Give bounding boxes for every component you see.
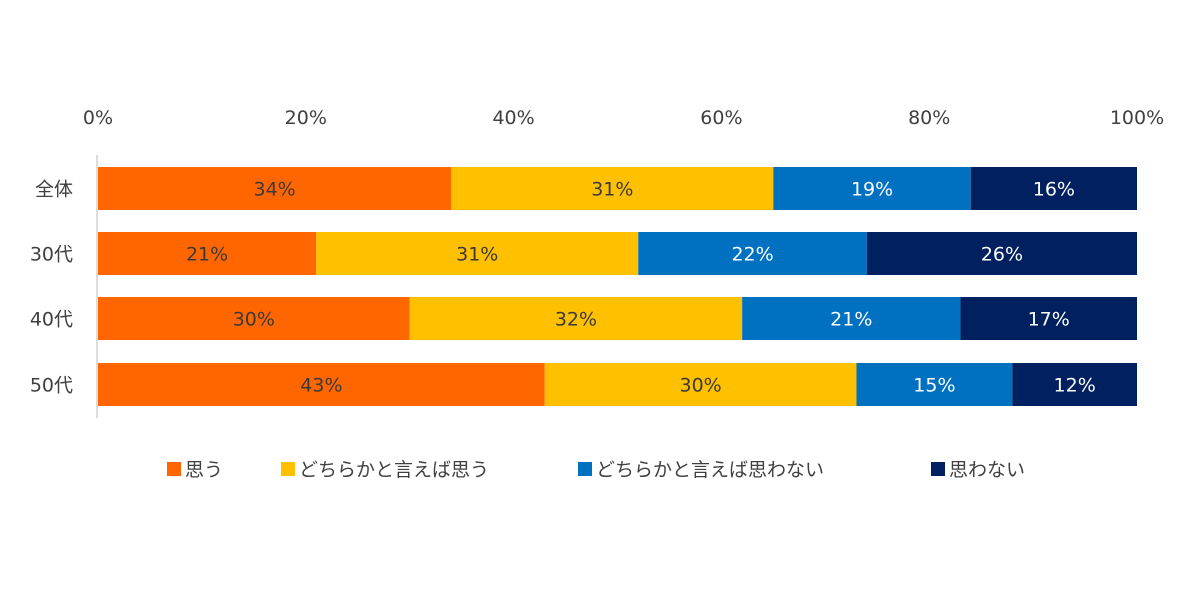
bar-segment — [544, 363, 857, 406]
data-label: 30% — [233, 309, 275, 331]
bar-segment — [98, 363, 545, 406]
bars-group: 34% 31% 19% 16% 21% 31% 22% 26% 30% 32% 21% 17% 43% 3… — [98, 167, 1137, 406]
legend-swatch — [931, 462, 945, 476]
bar-segment — [970, 167, 1137, 210]
bar-segment — [866, 232, 1137, 275]
legend-swatch — [578, 462, 592, 476]
bar-segment — [409, 297, 743, 340]
legend-label: 思わない — [949, 459, 1025, 481]
x-tick-label: 0% — [83, 107, 113, 129]
bar-segment — [856, 363, 1013, 406]
bar-segment — [316, 232, 639, 275]
legend-label: どちらかと言えば思わない — [596, 459, 824, 481]
bar-segment — [98, 232, 317, 275]
data-label: 31% — [591, 179, 633, 201]
data-label: 17% — [1028, 309, 1070, 331]
category-label: 全体 — [35, 179, 73, 201]
data-label: 22% — [731, 244, 773, 266]
legend: 思う どちらかと言えば思う どちらかと言えば思わない 思わない — [167, 459, 1025, 481]
data-label: 16% — [1033, 179, 1075, 201]
category-label: 50代 — [30, 375, 73, 397]
x-tick-label: 20% — [285, 107, 327, 129]
data-label: 30% — [680, 375, 722, 397]
bar-segment — [1012, 363, 1137, 406]
x-tick-label: 60% — [700, 107, 742, 129]
data-label: 12% — [1054, 375, 1096, 397]
y-axis: 全体 30代 40代 50代 — [30, 155, 98, 418]
data-label: 43% — [300, 375, 342, 397]
data-label: 15% — [913, 375, 955, 397]
data-label: 26% — [981, 244, 1023, 266]
legend-label: どちらかと言えば思う — [299, 459, 489, 481]
data-label: 32% — [555, 309, 597, 331]
bar-segment — [98, 297, 410, 340]
bar-segment — [773, 167, 971, 210]
bar-segment — [98, 167, 452, 210]
x-tick-label: 40% — [492, 107, 534, 129]
data-label: 34% — [254, 179, 296, 201]
data-label: 21% — [830, 309, 872, 331]
legend-swatch — [167, 462, 181, 476]
data-label: 21% — [186, 244, 228, 266]
bar-segment — [960, 297, 1137, 340]
legend-swatch — [281, 462, 295, 476]
x-tick-label: 100% — [1110, 107, 1164, 129]
category-label: 40代 — [30, 309, 73, 331]
data-label: 19% — [851, 179, 893, 201]
bar-segment — [742, 297, 961, 340]
category-label: 30代 — [30, 244, 73, 266]
data-label: 31% — [456, 244, 498, 266]
legend-label: 思う — [185, 459, 223, 481]
bar-segment — [451, 167, 774, 210]
x-tick-label: 80% — [908, 107, 950, 129]
bar-segment — [638, 232, 867, 275]
x-axis-tick-labels: 0% 20% 40% 60% 80% 100% — [83, 107, 1164, 129]
